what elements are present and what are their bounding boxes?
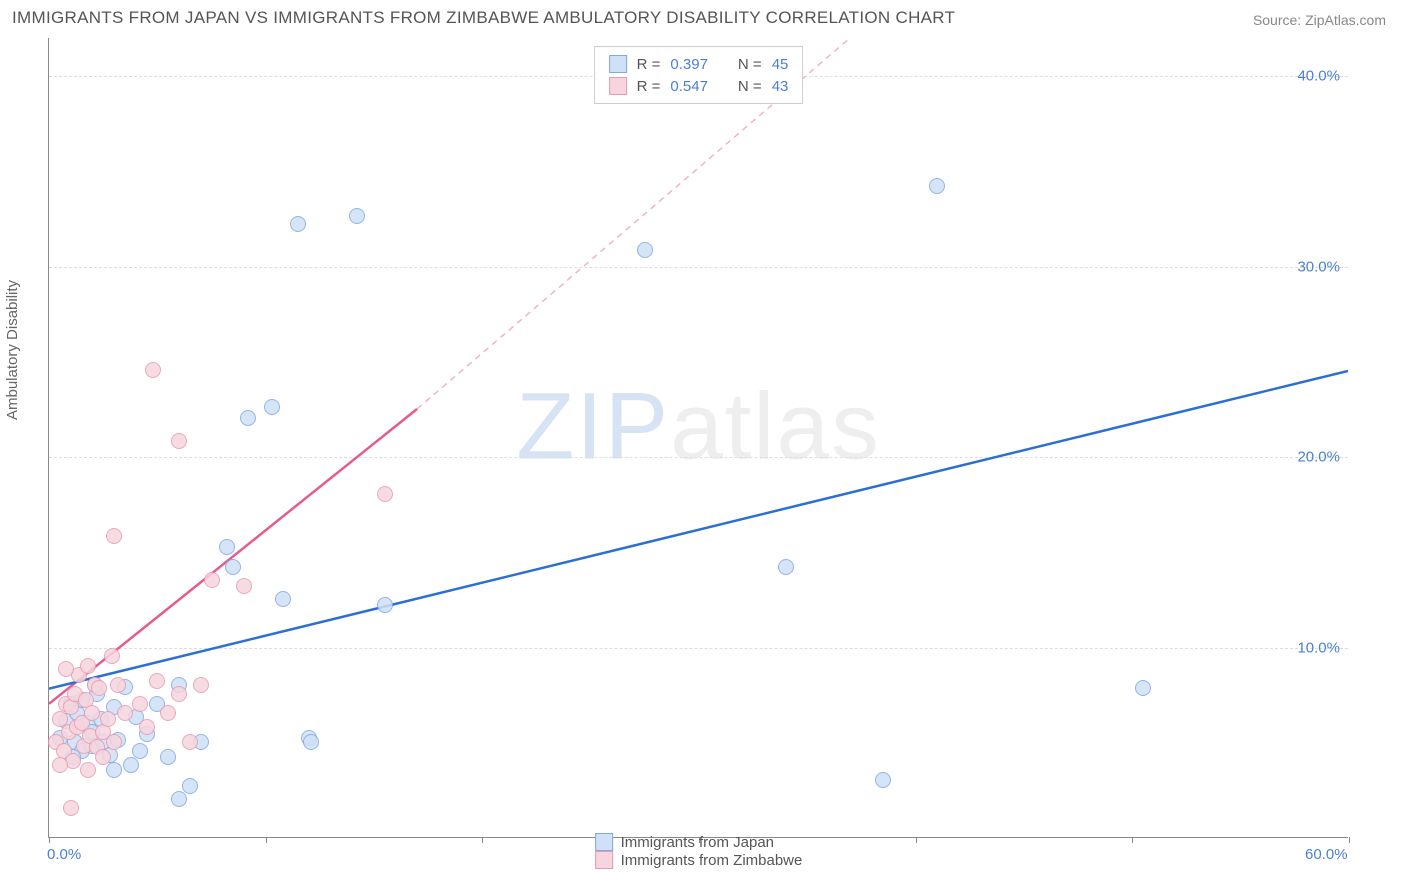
scatter-point (58, 661, 74, 677)
legend-series-label: Immigrants from Japan (621, 834, 774, 851)
scatter-point (377, 597, 393, 613)
legend-swatch (609, 77, 627, 95)
scatter-point (110, 677, 126, 693)
source-prefix: Source: (1253, 12, 1305, 28)
scatter-point (275, 591, 291, 607)
y-tick-label: 40.0% (1297, 68, 1340, 85)
scatter-point (182, 734, 198, 750)
watermark-light: atlas (670, 373, 881, 479)
scatter-point (204, 572, 220, 588)
scatter-point (80, 658, 96, 674)
scatter-point (182, 778, 198, 794)
legend-swatch (595, 851, 613, 869)
scatter-point (171, 791, 187, 807)
x-tick-label: 60.0% (1305, 846, 1348, 863)
scatter-point (377, 486, 393, 502)
scatter-point (106, 734, 122, 750)
legend-correlation-row: R = 0.547 N = 43 (609, 75, 789, 97)
trend-lines-svg (49, 38, 1348, 837)
scatter-point (160, 705, 176, 721)
scatter-point (106, 528, 122, 544)
gridline (49, 648, 1348, 649)
scatter-point (240, 410, 256, 426)
legend-series-item: Immigrants from Japan (595, 833, 803, 851)
scatter-point (132, 696, 148, 712)
scatter-point (149, 673, 165, 689)
scatter-point (80, 762, 96, 778)
x-tick-mark (1349, 837, 1350, 843)
n-label: N = (738, 78, 762, 95)
scatter-point (290, 216, 306, 232)
scatter-point (95, 749, 111, 765)
y-tick-label: 20.0% (1297, 449, 1340, 466)
scatter-point (91, 680, 107, 696)
x-tick-mark (1132, 837, 1133, 843)
scatter-point (778, 559, 794, 575)
y-axis-label: Ambulatory Disability (4, 280, 21, 420)
n-label: N = (738, 56, 762, 73)
scatter-point (132, 743, 148, 759)
legend-correlation-row: R = 0.397 N = 45 (609, 53, 789, 75)
correlation-legend: R = 0.397 N = 45 R = 0.547 N = 43 (594, 46, 804, 104)
y-tick-label: 10.0% (1297, 639, 1340, 656)
scatter-point (193, 677, 209, 693)
watermark-bold: ZIP (516, 373, 670, 479)
scatter-point (264, 399, 280, 415)
scatter-point (106, 762, 122, 778)
scatter-point (104, 648, 120, 664)
scatter-point (139, 719, 155, 735)
scatter-point (875, 772, 891, 788)
scatter-point (1135, 680, 1151, 696)
r-value: 0.397 (670, 56, 708, 73)
scatter-point (929, 178, 945, 194)
r-label: R = (637, 78, 661, 95)
scatter-point (171, 433, 187, 449)
scatter-point (117, 705, 133, 721)
n-value: 45 (772, 56, 789, 73)
legend-series-label: Immigrants from Zimbabwe (621, 852, 803, 869)
source-attribution: Source: ZipAtlas.com (1253, 12, 1386, 28)
x-tick-mark (49, 837, 50, 843)
scatter-point (303, 734, 319, 750)
x-tick-mark (916, 837, 917, 843)
r-value: 0.547 (670, 78, 708, 95)
watermark: ZIPatlas (516, 372, 880, 481)
gridline (49, 267, 1348, 268)
legend-swatch (609, 55, 627, 73)
r-label: R = (637, 56, 661, 73)
x-tick-mark (482, 837, 483, 843)
scatter-point (160, 749, 176, 765)
scatter-point (52, 757, 68, 773)
scatter-point (84, 705, 100, 721)
scatter-point (349, 208, 365, 224)
scatter-point (219, 539, 235, 555)
chart-title: IMMIGRANTS FROM JAPAN VS IMMIGRANTS FROM… (12, 8, 955, 28)
chart-plot-area: ZIPatlas 10.0%20.0%30.0%40.0% 0.0%60.0% … (48, 38, 1348, 838)
scatter-point (100, 711, 116, 727)
source-link[interactable]: ZipAtlas.com (1305, 12, 1386, 28)
scatter-point (637, 242, 653, 258)
y-tick-label: 30.0% (1297, 258, 1340, 275)
legend-series-item: Immigrants from Zimbabwe (595, 851, 803, 869)
legend-swatch (595, 833, 613, 851)
n-value: 43 (772, 78, 789, 95)
x-tick-mark (266, 837, 267, 843)
scatter-point (171, 686, 187, 702)
scatter-point (225, 559, 241, 575)
series-legend: Immigrants from JapanImmigrants from Zim… (595, 833, 803, 869)
scatter-point (63, 800, 79, 816)
scatter-point (145, 362, 161, 378)
gridline (49, 457, 1348, 458)
x-tick-label: 0.0% (47, 846, 81, 863)
scatter-point (236, 578, 252, 594)
